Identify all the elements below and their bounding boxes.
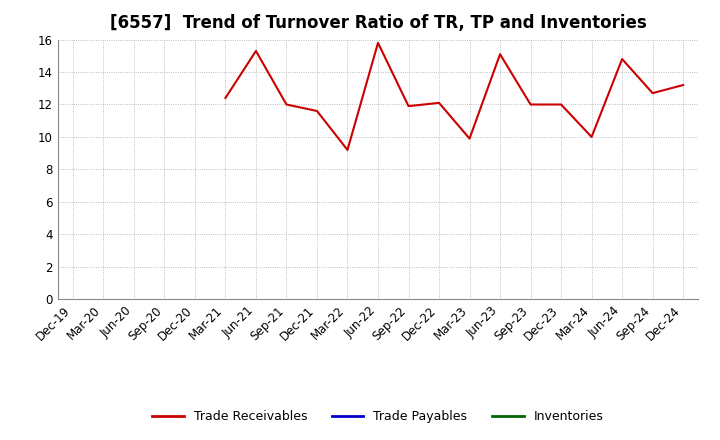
Trade Receivables — [282, 102, 291, 107]
Title: [6557]  Trend of Turnover Ratio of TR, TP and Inventories: [6557] Trend of Turnover Ratio of TR, TP… — [109, 15, 647, 33]
Trade Receivables — [435, 100, 444, 106]
Trade Receivables — [343, 147, 352, 153]
Trade Receivables — [312, 108, 321, 114]
Trade Receivables — [251, 48, 260, 54]
Trade Receivables — [557, 102, 565, 107]
Trade Receivables — [221, 95, 230, 101]
Trade Receivables — [404, 103, 413, 109]
Legend: Trade Receivables, Trade Payables, Inventories: Trade Receivables, Trade Payables, Inven… — [148, 405, 608, 428]
Trade Receivables — [679, 82, 688, 88]
Trade Receivables — [526, 102, 535, 107]
Trade Receivables — [618, 56, 626, 62]
Line: Trade Receivables: Trade Receivables — [225, 43, 683, 150]
Trade Receivables — [588, 134, 596, 139]
Trade Receivables — [648, 91, 657, 96]
Trade Receivables — [465, 136, 474, 141]
Trade Receivables — [374, 40, 382, 45]
Trade Receivables — [496, 51, 505, 57]
